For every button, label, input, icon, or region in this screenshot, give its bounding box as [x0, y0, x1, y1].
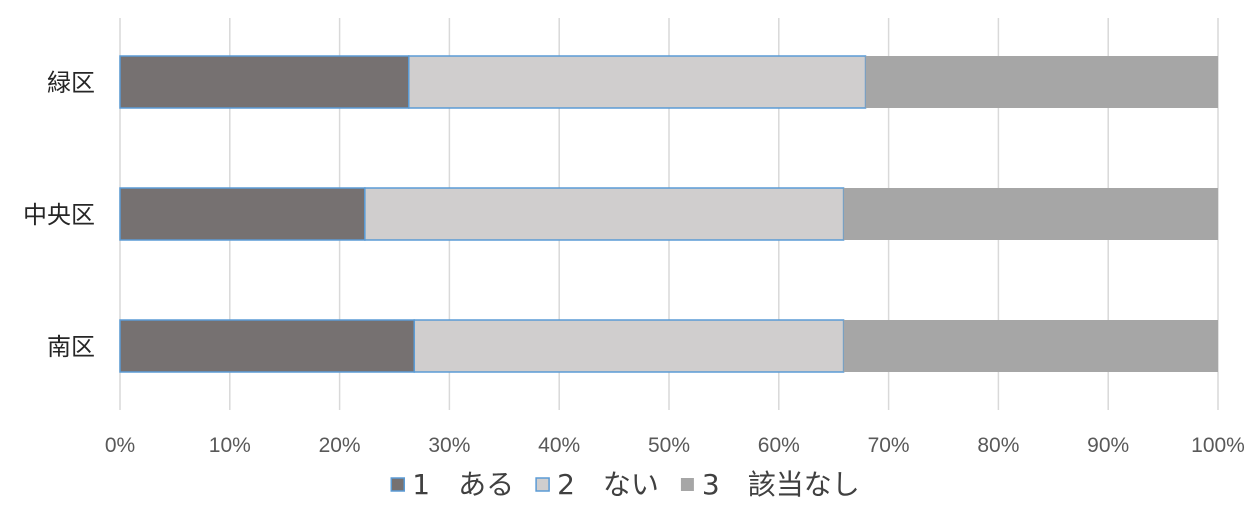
legend-swatch [390, 477, 406, 492]
legend-label: 2 ない [557, 468, 659, 501]
bar-segment-3 [843, 320, 1218, 372]
x-tick-label: 30% [428, 434, 470, 457]
legend-label: 1 ある [412, 468, 514, 501]
x-tick-label: 40% [538, 434, 580, 457]
bars [119, 55, 1218, 373]
x-tick-label: 80% [977, 434, 1019, 457]
x-tick-label: 60% [758, 434, 800, 457]
bar-segment-2 [364, 187, 845, 241]
bar-segment-2 [413, 319, 845, 373]
x-tick-label: 50% [648, 434, 690, 457]
bar-segment-1 [119, 55, 410, 109]
x-axis-ticks: 0% 10% 20% 30% 40% 50% 60% 70% 80% 90% 100% [105, 434, 1245, 457]
legend-label: 3 該当なし [702, 468, 860, 501]
legend-swatch [680, 478, 694, 491]
legend-item-3: 3 該当なし [680, 468, 860, 501]
bar-segment-1 [119, 319, 416, 373]
bar-segment-3 [865, 56, 1218, 108]
x-tick-label: 20% [319, 434, 361, 457]
x-tick-label: 100% [1191, 434, 1245, 457]
legend-item-1: 1 ある [390, 468, 514, 501]
bar-segment-2 [408, 55, 867, 109]
x-tick-label: 90% [1087, 434, 1129, 457]
bar-segment-1 [119, 187, 366, 241]
legend-swatch [535, 477, 550, 492]
category-label: 南区 [47, 333, 95, 361]
x-tick-label: 10% [209, 434, 251, 457]
category-label: 緑区 [47, 69, 95, 97]
x-tick-label: 0% [105, 434, 135, 457]
x-tick-label: 70% [868, 434, 910, 457]
category-label: 中央区 [23, 201, 95, 229]
bar-segment-3 [843, 188, 1218, 240]
legend-item-2: 2 ない [535, 468, 659, 501]
legend: 1 ある 2 ない 3 該当なし [390, 468, 860, 501]
